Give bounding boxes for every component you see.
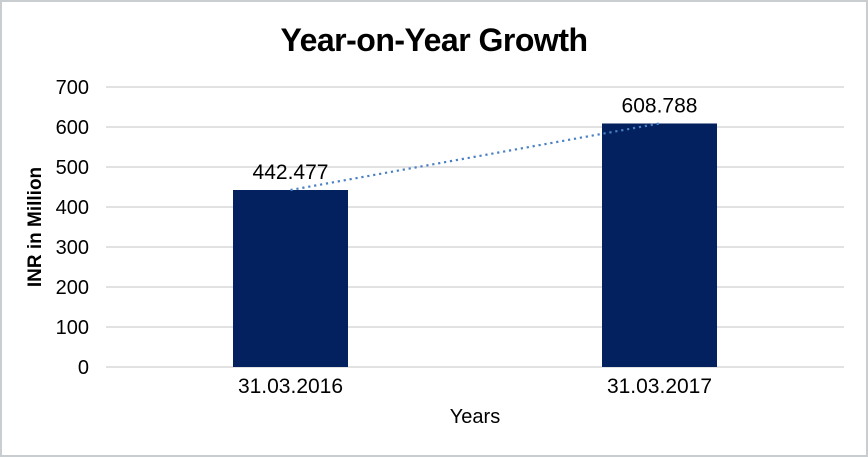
x-tick-label-31.03.2016: 31.03.2016 — [238, 375, 343, 398]
x-axis-title: Years — [450, 406, 500, 428]
y-tick-label-600: 600 — [56, 117, 89, 139]
y-tick-label-200: 200 — [56, 277, 89, 299]
y-tick-label-300: 300 — [56, 237, 89, 259]
x-tick-label-31.03.2017: 31.03.2017 — [607, 375, 712, 398]
y-axis-title: INR in Million — [25, 167, 46, 287]
y-tick-label-0: 0 — [78, 357, 89, 379]
data-label-31.03.2017: 608.788 — [622, 94, 698, 117]
bar-31.03.2016 — [233, 190, 348, 367]
trendline — [290, 122, 660, 192]
y-tick-label-700: 700 — [56, 77, 89, 99]
y-tick-label-500: 500 — [56, 157, 89, 179]
y-tick-label-400: 400 — [56, 197, 89, 219]
data-label-31.03.2016: 442.477 — [253, 161, 329, 184]
y-tick-label-100: 100 — [56, 317, 89, 339]
bar-31.03.2017 — [602, 123, 717, 367]
